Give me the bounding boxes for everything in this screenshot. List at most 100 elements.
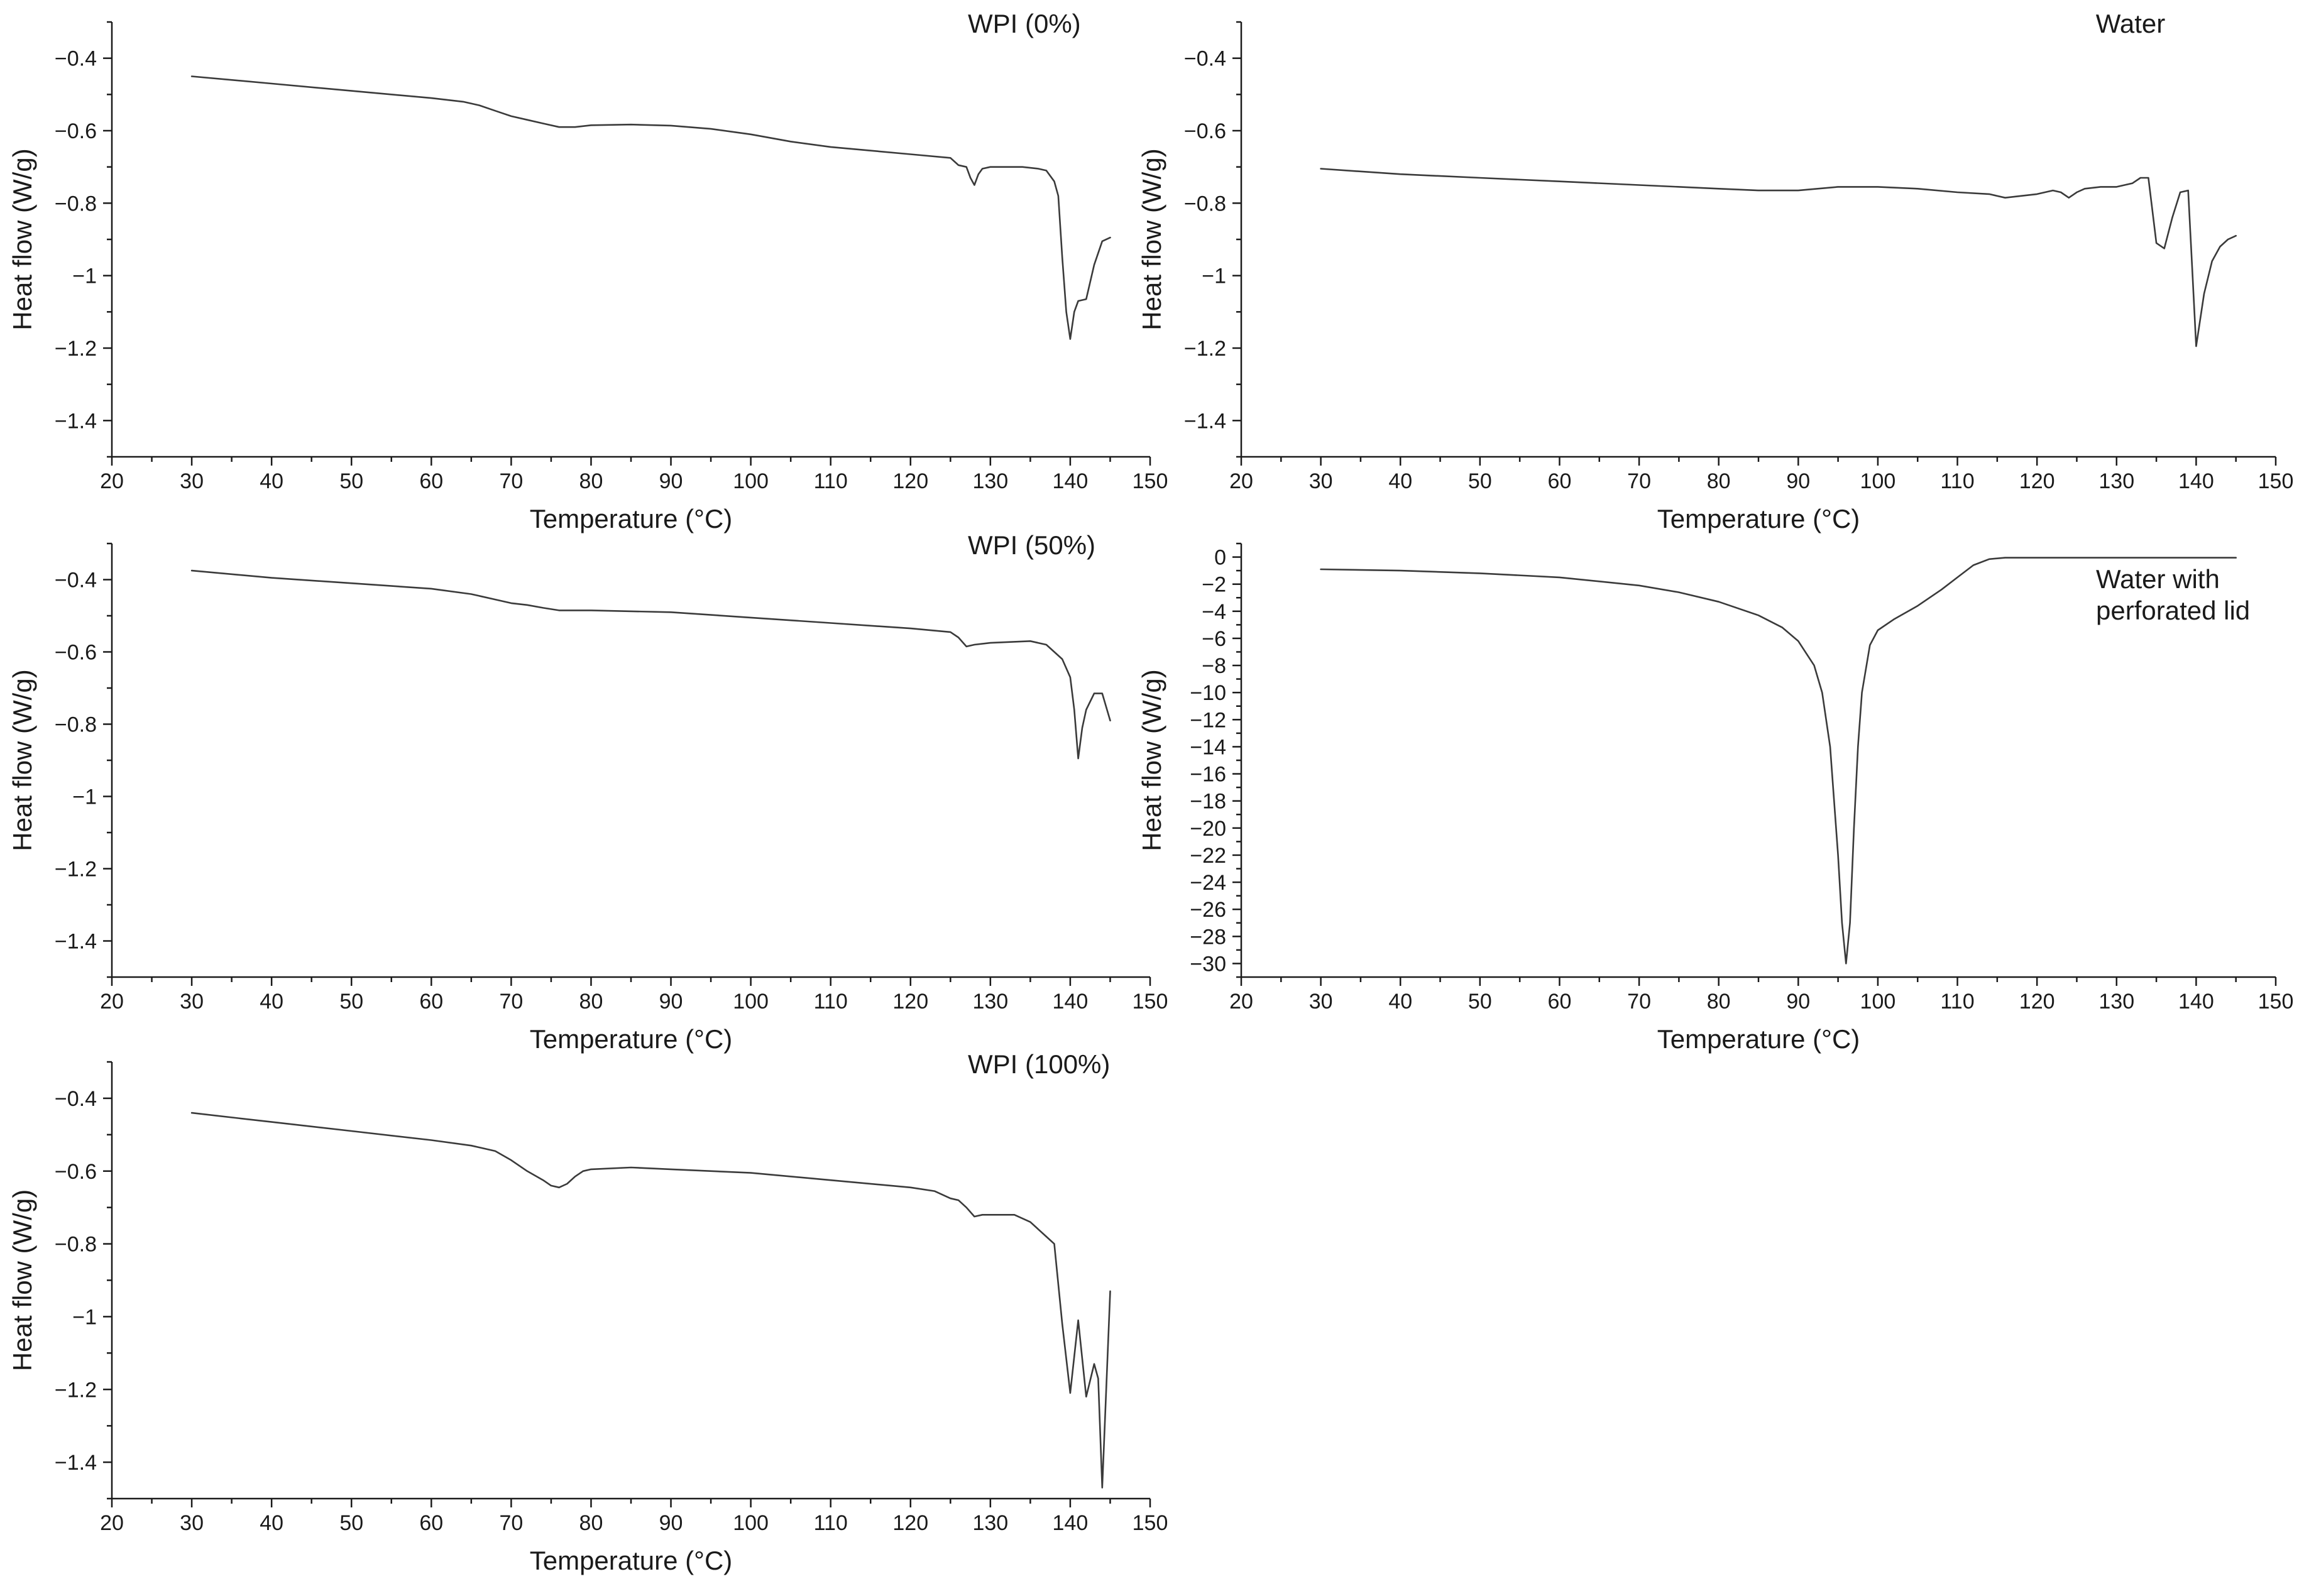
y-axis-title: Heat flow (W/g) [8, 148, 37, 330]
x-tick-label: 90 [1786, 990, 1810, 1014]
panel-label: perforated lid [2096, 596, 2250, 625]
x-tick-label: 130 [2098, 469, 2134, 493]
y-tick-label: −1 [72, 265, 97, 288]
y-tick-label: −1.4 [55, 1451, 97, 1475]
series-line [1320, 557, 2237, 965]
x-tick-label: 20 [1229, 469, 1253, 493]
x-tick-label: 150 [2258, 469, 2294, 493]
x-tick-label: 90 [1786, 469, 1810, 493]
y-tick-label: −2 [1202, 573, 1226, 597]
y-tick-label: −6 [1202, 627, 1226, 651]
x-tick-label: 80 [1707, 990, 1731, 1014]
x-tick-label: 140 [2178, 469, 2214, 493]
y-axis-title: Heat flow (W/g) [8, 1189, 37, 1371]
y-tick-label: −0.8 [55, 192, 97, 216]
y-tick-label: −1.2 [1184, 337, 1226, 361]
x-tick-label: 30 [1309, 469, 1333, 493]
y-tick-label: −0.6 [55, 119, 97, 143]
x-tick-label: 150 [1133, 469, 1168, 493]
x-tick-label: 80 [579, 990, 603, 1014]
x-tick-label: 140 [2178, 990, 2214, 1014]
x-tick-label: 90 [659, 469, 683, 493]
series-line [190, 75, 1111, 340]
x-tick-label: 130 [972, 469, 1008, 493]
x-tick-label: 60 [1548, 469, 1572, 493]
x-tick-label: 70 [499, 990, 523, 1014]
y-axis-title: Heat flow (W/g) [1137, 148, 1166, 330]
y-tick-label: −10 [1190, 681, 1226, 705]
y-tick-label: −4 [1202, 600, 1226, 624]
x-tick-label: 130 [2098, 990, 2134, 1014]
y-tick-label: −0.4 [55, 569, 97, 593]
chart-panel-wpi-0: 20 30 40 50 60 70 80 90 100 110 120 130 140 150 −1.4 −1… [8, 9, 1168, 533]
series-line [1320, 168, 2237, 347]
x-tick-label: 30 [180, 990, 204, 1014]
y-axis-title: Heat flow (W/g) [8, 669, 37, 851]
x-tick-label: 20 [100, 1511, 124, 1535]
x-tick-label: 20 [1229, 990, 1253, 1014]
x-tick-label: 50 [339, 469, 363, 493]
y-tick-label: −0.8 [1184, 192, 1226, 216]
x-tick-label: 140 [1053, 990, 1089, 1014]
x-tick-label: 40 [260, 990, 283, 1014]
x-tick-label: 120 [892, 990, 928, 1014]
x-tick-label: 100 [1860, 990, 1896, 1014]
x-tick-label: 40 [260, 469, 283, 493]
y-tick-label: −12 [1190, 708, 1226, 732]
y-tick-label: −0.6 [55, 1160, 97, 1184]
x-tick-label: 60 [1548, 990, 1572, 1014]
panel-label: WPI (0%) [968, 9, 1081, 38]
x-tick-label: 80 [579, 1511, 603, 1535]
x-tick-label: 70 [1627, 469, 1651, 493]
x-tick-label: 20 [100, 469, 124, 493]
x-axis-title: Temperature (°C) [1657, 504, 1860, 533]
x-tick-label: 90 [659, 1511, 683, 1535]
chart-panel-water-perforated-lid: 20 30 40 50 60 70 80 90 100 110 120 130 140 150 −30 −28… [1137, 542, 2294, 1054]
y-axis-title: Heat flow (W/g) [1137, 669, 1166, 851]
y-tick-label: −0.6 [1184, 119, 1226, 143]
x-tick-label: 100 [733, 1511, 769, 1535]
x-tick-label: 30 [1309, 990, 1333, 1014]
x-tick-label: 130 [972, 990, 1008, 1014]
chart-panel-wpi-50: 20 30 40 50 60 70 80 90 100 110 120 130 140 150 −1.4 −1… [8, 530, 1168, 1054]
x-tick-label: 60 [419, 990, 443, 1014]
y-tick-label: −28 [1190, 925, 1226, 949]
x-tick-label: 150 [1133, 1511, 1168, 1535]
panel-label: WPI (50%) [968, 530, 1095, 560]
y-tick-label: −24 [1190, 871, 1226, 895]
x-tick-label: 100 [733, 469, 769, 493]
panel-label: WPI (100%) [968, 1049, 1110, 1079]
x-tick-label: 140 [1053, 1511, 1089, 1535]
y-tick-label: −0.4 [55, 47, 97, 71]
y-tick-label: −20 [1190, 817, 1226, 841]
y-tick-label: −0.8 [55, 1233, 97, 1257]
x-tick-label: 40 [260, 1511, 283, 1535]
y-tick-label: −1.4 [55, 409, 97, 433]
y-tick-label: −30 [1190, 952, 1226, 976]
x-tick-label: 70 [1627, 990, 1651, 1014]
x-tick-label: 30 [180, 1511, 204, 1535]
y-tick-label: −14 [1190, 735, 1226, 759]
chart-panel-wpi-100: 20 30 40 50 60 70 80 90 100 110 120 130 140 150 −1.4 −1… [8, 1049, 1168, 1575]
x-tick-label: 40 [1388, 990, 1412, 1014]
y-tick-label: −1.4 [1184, 409, 1226, 433]
y-tick-label: 0 [1214, 546, 1226, 570]
y-tick-label: −0.4 [55, 1087, 97, 1111]
series-line [190, 569, 1111, 760]
y-tick-label: −26 [1190, 898, 1226, 922]
x-tick-label: 100 [1860, 469, 1896, 493]
x-tick-label: 150 [2258, 990, 2294, 1014]
x-tick-label: 120 [2019, 990, 2055, 1014]
x-tick-label: 60 [419, 1511, 443, 1535]
x-axis-title: Temperature (°C) [530, 1546, 733, 1575]
x-tick-label: 150 [1133, 990, 1168, 1014]
x-tick-label: 80 [579, 469, 603, 493]
x-tick-label: 110 [814, 469, 848, 493]
y-tick-label: −1 [72, 785, 97, 809]
x-tick-label: 120 [2019, 469, 2055, 493]
x-tick-label: 50 [339, 1511, 363, 1535]
series-line [190, 1112, 1111, 1489]
panel-label: Water [2096, 9, 2165, 38]
x-axis-title: Temperature (°C) [1657, 1024, 1860, 1054]
